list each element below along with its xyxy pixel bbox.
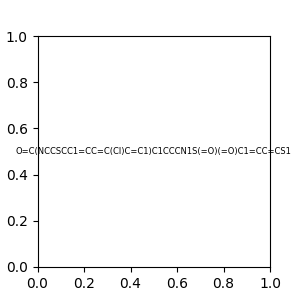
Text: O=C(NCCSCC1=CC=C(Cl)C=C1)C1CCCN1S(=O)(=O)C1=CC=CS1: O=C(NCCSCC1=CC=C(Cl)C=C1)C1CCCN1S(=O)(=O… — [16, 147, 292, 156]
